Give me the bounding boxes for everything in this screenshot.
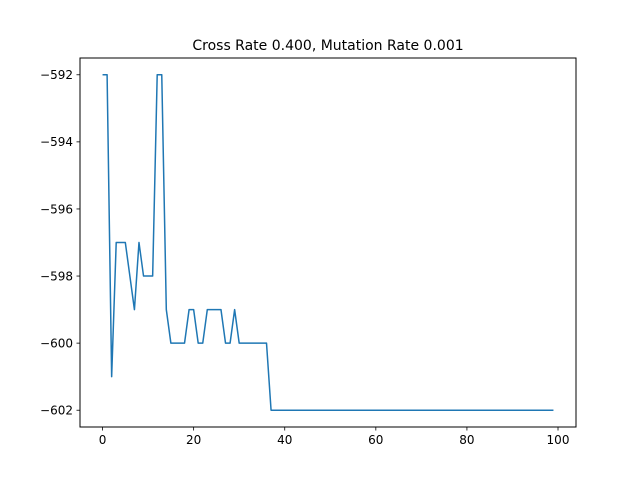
x-tick-label: 80 xyxy=(459,433,474,447)
y-tick-label: −592 xyxy=(40,68,73,82)
y-tick-label: −598 xyxy=(40,269,73,283)
x-tick-label: 100 xyxy=(547,433,570,447)
y-tick-label: −596 xyxy=(40,202,73,216)
y-tick-label: −602 xyxy=(40,404,73,418)
series-line xyxy=(102,74,554,411)
x-tick-label: 0 xyxy=(99,433,107,447)
x-axis: 0 20 40 60 80 100 xyxy=(99,427,570,447)
x-tick-label: 20 xyxy=(186,433,201,447)
y-axis: −592 −594 −596 −598 −600 −602 xyxy=(40,68,80,418)
x-tick-label: 40 xyxy=(277,433,292,447)
x-tick-label: 60 xyxy=(368,433,383,447)
y-tick-label: −594 xyxy=(40,135,73,149)
y-tick-label: −600 xyxy=(40,336,73,350)
chart-title: Cross Rate 0.400, Mutation Rate 0.001 xyxy=(192,38,463,54)
plot-area xyxy=(102,74,554,411)
axes-frame xyxy=(79,57,577,428)
